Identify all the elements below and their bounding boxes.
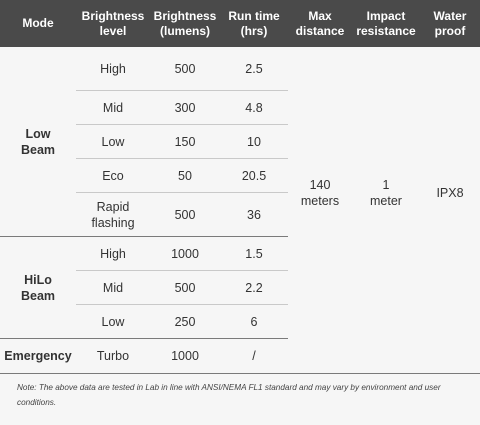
water-proof-value: IPX8 <box>436 185 464 200</box>
table-row: Emergency Turbo 1000 / <box>0 338 480 374</box>
impact-resistance-value: 1 meter <box>370 177 402 208</box>
table-row: Mid 300 4.8 <box>0 90 480 125</box>
lumens-cell: 150 <box>150 124 220 159</box>
lumens-cell: 500 <box>150 47 220 91</box>
empty-cell <box>288 338 480 374</box>
table-row: HiLo Beam High 1000 1.5 <box>0 236 480 338</box>
mode-hilo-beam: HiLo Beam <box>0 236 76 338</box>
mode-emergency: Emergency <box>0 338 76 374</box>
lumens-cell: 1000 <box>150 338 220 374</box>
table-row: Eco 50 20.5 <box>0 158 480 193</box>
table-row: Mid 500 2.2 <box>0 270 480 305</box>
level-cell: High <box>76 47 150 91</box>
runtime-cell: 2.5 <box>220 47 288 91</box>
lumens-cell: 1000 <box>150 236 220 271</box>
level-cell: Turbo <box>76 338 150 374</box>
header-brightness-lumens: Brightness (lumens) <box>150 0 220 47</box>
level-cell: Low <box>101 314 125 329</box>
table-row: Low 150 10 <box>0 124 480 159</box>
header-run-time: Run time (hrs) <box>220 0 288 47</box>
level-cell: High <box>76 236 150 271</box>
runtime-cell: 4.8 <box>220 90 288 125</box>
header-brightness-level: Brightness level <box>76 0 150 47</box>
lumens-cell: 300 <box>150 90 220 125</box>
header-mode: Mode <box>0 0 76 47</box>
header-row: Mode Brightness level Brightness (lumens) … <box>0 0 480 47</box>
table-row: Rapid flashing 500 36 <box>0 192 480 237</box>
runtime-cell: 2.2 <box>220 270 288 305</box>
header-water-proof: Water proof <box>420 0 480 47</box>
table-row: Low 250 6 <box>0 305 480 339</box>
footnote: Note: The above data are tested in Lab i… <box>17 383 441 407</box>
runtime-cell: 10 <box>220 124 288 159</box>
max-distance-value: 140 meters <box>300 177 340 208</box>
runtime-cell: 6 <box>250 314 258 329</box>
level-cell: Eco <box>76 158 150 193</box>
header-impact-resistance: Impact resistance <box>352 0 420 47</box>
runtime-cell: 36 <box>220 192 288 237</box>
lumens-cell: 250 <box>174 314 196 329</box>
runtime-cell: / <box>220 338 288 374</box>
spec-table: Mode Brightness level Brightness (lumens) … <box>0 0 480 374</box>
level-cell: Rapid flashing <box>76 192 150 237</box>
level-cell: Low <box>76 124 150 159</box>
runtime-cell: 1.5 <box>220 236 288 271</box>
mode-low-beam: Low Beam <box>20 126 56 157</box>
lumens-cell: 500 <box>150 270 220 305</box>
level-cell: Mid <box>76 90 150 125</box>
table-row: Low Beam High 500 2.5 140 meters 1 meter IP… <box>0 47 480 208</box>
header-max-distance: Max distance <box>288 0 352 47</box>
lumens-cell: 500 <box>150 192 220 237</box>
runtime-cell: 20.5 <box>220 158 288 193</box>
level-cell: Mid <box>76 270 150 305</box>
lumens-cell: 50 <box>150 158 220 193</box>
